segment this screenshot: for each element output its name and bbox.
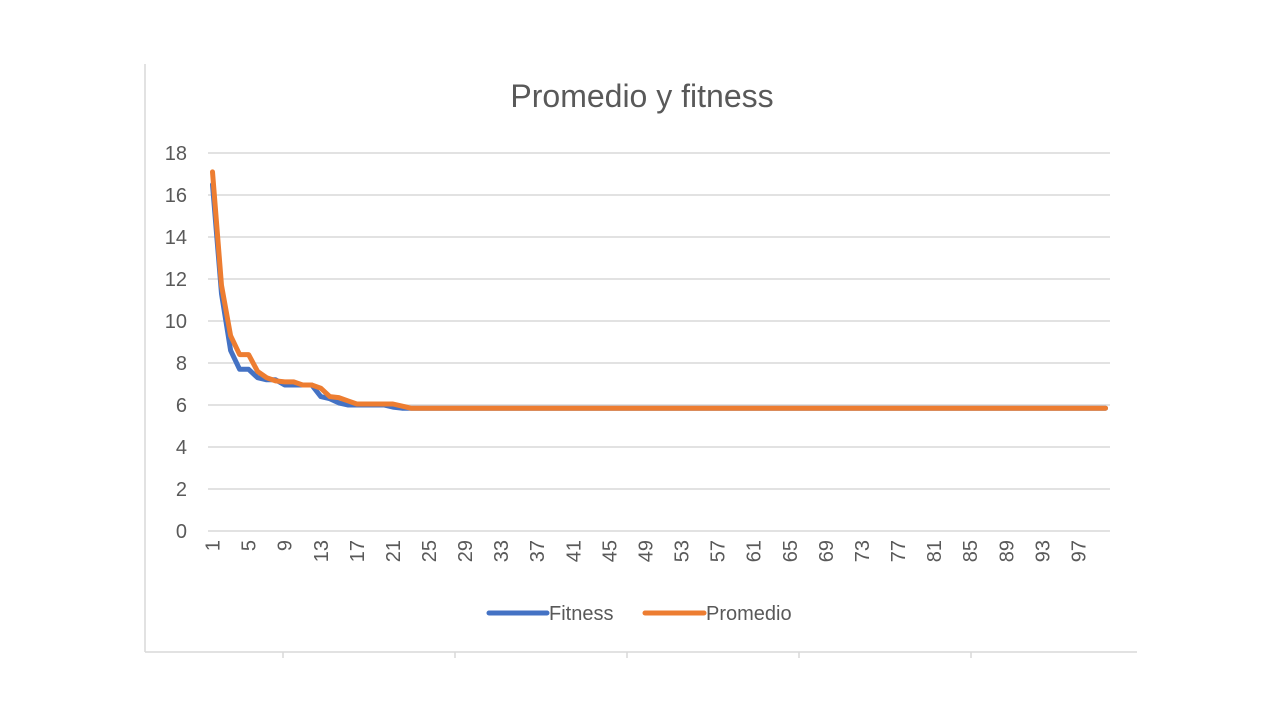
y-tick-label-14: 14 (165, 227, 187, 249)
y-tick-label-12: 12 (165, 269, 187, 291)
legend: Fitness Promedio (486, 603, 792, 625)
x-tick-label-29: 29 (455, 540, 477, 562)
x-tick-label-1: 1 (203, 540, 225, 551)
legend-label-promedio: Promedio (706, 603, 792, 625)
y-tick-label-16: 16 (165, 185, 187, 207)
x-tick-label-57: 57 (708, 540, 730, 562)
y-tick-label-10: 10 (165, 311, 187, 333)
x-tick-label-77: 77 (888, 540, 910, 562)
y-tick-label-0: 0 (176, 521, 187, 543)
x-tick-label-25: 25 (419, 540, 441, 562)
y-tick-label-18: 18 (165, 143, 187, 165)
x-tick-label-41: 41 (563, 540, 585, 562)
x-tick-label-21: 21 (383, 540, 405, 562)
y-tick-label-6: 6 (176, 395, 187, 417)
legend-label-fitness: Fitness (549, 603, 613, 625)
x-tick-label-65: 65 (780, 540, 802, 562)
series-line-promedio (210, 169, 1108, 411)
x-tick-label-69: 69 (816, 540, 838, 562)
chart-title: Promedio y fitness (510, 78, 773, 114)
x-tick-label-53: 53 (672, 540, 694, 562)
x-tick-label-73: 73 (852, 540, 874, 562)
x-tick-label-13: 13 (311, 540, 333, 562)
gridlines (208, 152, 1110, 532)
x-tick-label-61: 61 (744, 540, 766, 562)
x-tick-label-9: 9 (275, 540, 297, 551)
x-axis-labels: 1 5 9 13 17 21 25 29 33 37 41 45 49 53 57 61 65 69 73 77 81 8… (203, 540, 1091, 562)
x-tick-label-93: 93 (1032, 540, 1054, 562)
series-lines (210, 169, 1108, 411)
x-tick-label-33: 33 (491, 540, 513, 562)
x-tick-label-49: 49 (635, 540, 657, 562)
y-tick-label-4: 4 (176, 437, 187, 459)
x-tick-label-45: 45 (599, 540, 621, 562)
x-tick-label-89: 89 (996, 540, 1018, 562)
y-tick-label-2: 2 (176, 479, 187, 501)
x-tick-label-81: 81 (924, 540, 946, 562)
y-axis-labels: 0 2 4 6 8 10 12 14 16 18 (165, 143, 187, 543)
series-line-fitness (210, 182, 1108, 411)
x-tick-label-37: 37 (527, 540, 549, 562)
frame-bottom-ticks (282, 652, 972, 658)
x-tick-label-5: 5 (239, 540, 261, 551)
x-tick-label-97: 97 (1068, 540, 1090, 562)
x-tick-label-17: 17 (347, 540, 369, 562)
x-tick-label-85: 85 (960, 540, 982, 562)
y-tick-label-8: 8 (176, 353, 187, 375)
